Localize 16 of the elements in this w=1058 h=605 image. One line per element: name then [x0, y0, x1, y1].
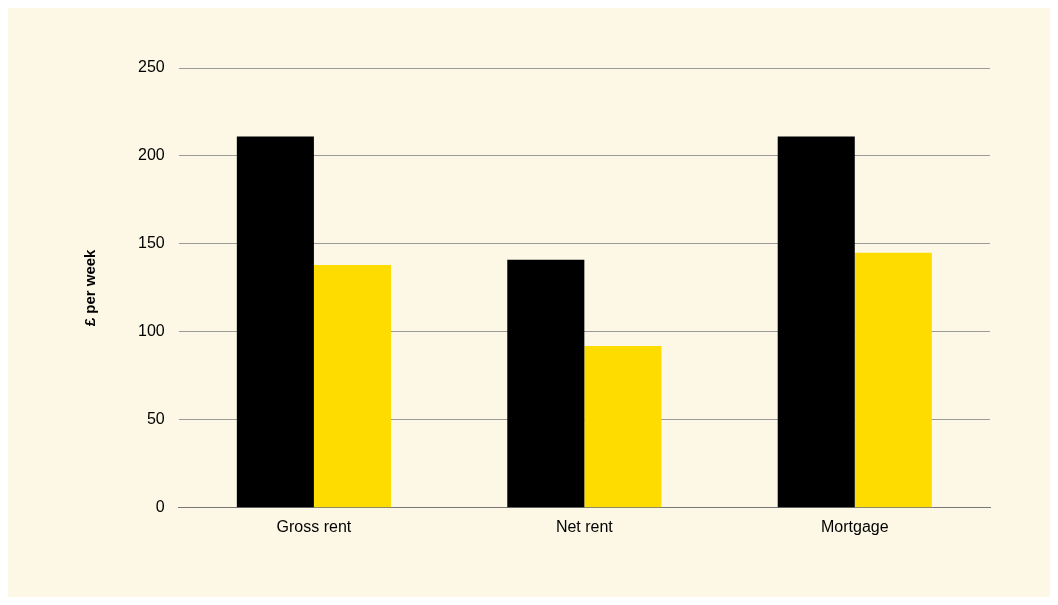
bar: [313, 265, 391, 508]
y-tick-label: 50: [146, 410, 165, 428]
x-tick-label: Mortgage: [820, 517, 889, 535]
y-axis-title: £ per week: [81, 248, 99, 327]
y-tick-label: 250: [137, 58, 165, 76]
bar: [236, 136, 314, 508]
y-tick-label: 150: [137, 234, 165, 252]
x-tick-label: Gross rent: [276, 517, 352, 535]
y-tick-label: 0: [155, 498, 165, 516]
y-tick-label: 200: [137, 146, 165, 164]
x-tick-label: Net rent: [555, 517, 614, 535]
bar: [507, 259, 585, 508]
y-tick-label: 100: [137, 322, 165, 340]
bar: [584, 345, 662, 508]
bar: [777, 136, 855, 508]
bar: [854, 252, 932, 508]
